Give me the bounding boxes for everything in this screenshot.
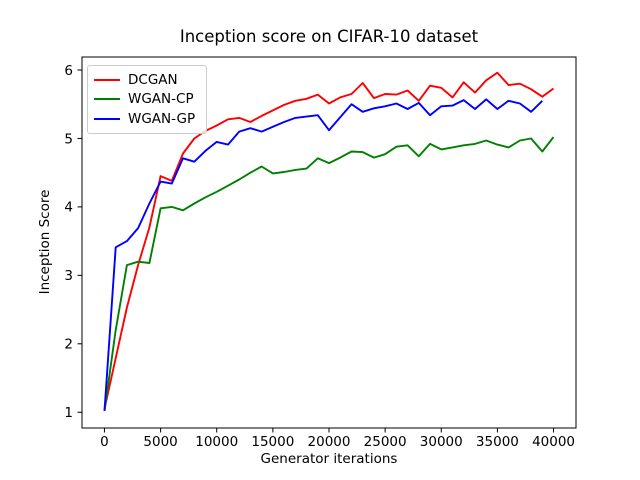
y-tick-label: 6 — [64, 63, 73, 79]
y-tick-label: 2 — [64, 337, 73, 353]
x-tick-label: 40000 — [532, 434, 575, 450]
x-tick-label: 30000 — [420, 434, 463, 450]
legend-label-wgan-gp: WGAN-GP — [128, 110, 196, 127]
x-tick-label: 10000 — [195, 434, 238, 450]
legend-item-wgan-gp: WGAN-GP — [94, 109, 206, 129]
series-line-wgan-cp — [103, 136, 555, 412]
x-tick-label: 20000 — [308, 434, 351, 450]
legend-item-wgan-cp: WGAN-CP — [94, 90, 206, 110]
legend-swatch-wgan-gp — [94, 117, 120, 120]
y-axis-label: Inception Score — [37, 189, 53, 295]
legend-item-dcgan: DCGAN — [94, 70, 206, 90]
y-tick-label: 1 — [64, 405, 73, 421]
legend: DCGAN WGAN-CP WGAN-GP — [87, 65, 207, 134]
x-axis-label: Generator iterations — [260, 451, 398, 467]
legend-label-dcgan: DCGAN — [128, 71, 178, 88]
x-tick-label: 15000 — [251, 434, 294, 450]
x-tick-label: 25000 — [364, 434, 407, 450]
y-tick-label: 3 — [64, 268, 73, 284]
x-tick-label: 35000 — [476, 434, 519, 450]
y-tick-label: 5 — [64, 131, 73, 147]
chart-title: Inception score on CIFAR-10 dataset — [179, 27, 479, 46]
x-tick-label: 5000 — [143, 434, 177, 450]
series-line-wgan-gp — [103, 98, 543, 411]
legend-swatch-dcgan — [94, 78, 120, 81]
legend-label-wgan-cp: WGAN-CP — [128, 91, 194, 108]
y-tick-label: 4 — [64, 200, 73, 216]
x-tick-label: 0 — [100, 434, 109, 450]
series-line-dcgan — [103, 71, 555, 410]
legend-swatch-wgan-cp — [94, 98, 120, 101]
